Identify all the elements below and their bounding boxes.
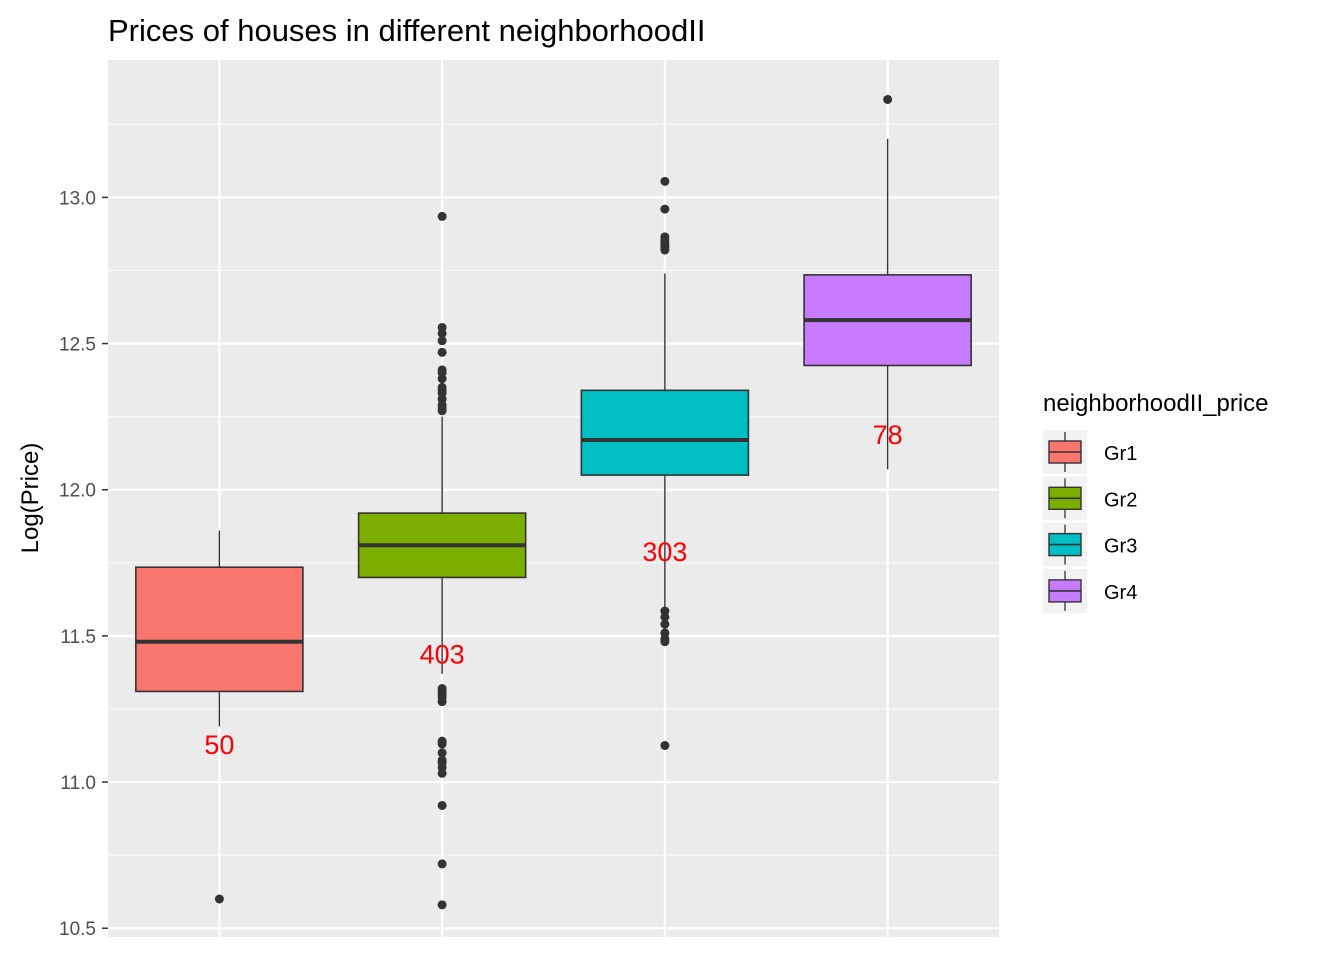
- count-label: 50: [204, 730, 234, 760]
- legend-label: Gr4: [1104, 582, 1137, 604]
- legend-label: Gr3: [1104, 536, 1137, 558]
- box-gr2: 403: [357, 211, 527, 910]
- count-label: 78: [873, 420, 903, 450]
- outlier-point: [437, 900, 447, 910]
- outlier-point: [437, 336, 447, 346]
- outlier-point: [660, 204, 670, 214]
- outlier-point: [437, 374, 447, 384]
- outlier-point: [660, 245, 670, 255]
- legend: neighborhoodII_price Gr1 Gr2 Gr3 Gr4: [1043, 390, 1269, 613]
- y-tick-label: 11.5: [60, 627, 96, 648]
- legend-item-gr2: Gr2: [1043, 476, 1137, 521]
- outlier-point: [660, 741, 670, 751]
- outlier-point: [437, 347, 447, 357]
- outlier-point: [214, 894, 224, 904]
- outlier-point: [660, 612, 670, 622]
- y-tick-label: 12.0: [59, 481, 96, 502]
- y-tick-label: 10.5: [59, 919, 96, 940]
- count-label: 403: [420, 639, 465, 669]
- outlier-point: [660, 619, 670, 629]
- outlier-point: [660, 637, 670, 647]
- legend-title: neighborhoodII_price: [1043, 390, 1269, 417]
- legend-item-gr3: Gr3: [1043, 522, 1137, 567]
- plot-panel: [108, 60, 999, 937]
- outlier-point: [437, 328, 447, 338]
- outlier-point: [437, 768, 447, 778]
- y-axis-title: Log(Price): [17, 443, 44, 554]
- legend-item-gr1: Gr1: [1043, 430, 1137, 474]
- outlier-point: [437, 739, 447, 749]
- y-tick-label: 11.0: [60, 773, 96, 794]
- iqr-box: [135, 566, 304, 693]
- outlier-point: [660, 176, 670, 186]
- outlier-point: [437, 748, 447, 758]
- outlier-point: [437, 800, 447, 810]
- legend-label: Gr2: [1104, 489, 1137, 511]
- legend-label: Gr1: [1104, 443, 1137, 465]
- count-label: 303: [642, 537, 687, 567]
- iqr-box: [580, 389, 750, 476]
- legend-items: Gr1 Gr2 Gr3 Gr4: [1043, 430, 1137, 613]
- chart-title: Prices of houses in different neighborho…: [108, 13, 705, 48]
- y-tick-label: 13.0: [59, 188, 96, 209]
- y-axis: 10.5 11.0 11.5 12.0 12.5 13.0: [59, 188, 108, 940]
- box-gr1: 50: [135, 530, 304, 904]
- box-gr3: 303: [580, 176, 750, 751]
- box-gr4: 78: [803, 94, 972, 470]
- legend-item-gr4: Gr4: [1043, 568, 1137, 613]
- box-series: 50 403 303 78: [135, 94, 972, 910]
- outlier-point: [437, 406, 447, 416]
- outlier-point: [437, 697, 447, 707]
- outlier-point: [437, 211, 447, 221]
- outlier-point: [437, 859, 447, 869]
- y-tick-label: 12.5: [59, 335, 96, 356]
- outlier-point: [883, 94, 893, 104]
